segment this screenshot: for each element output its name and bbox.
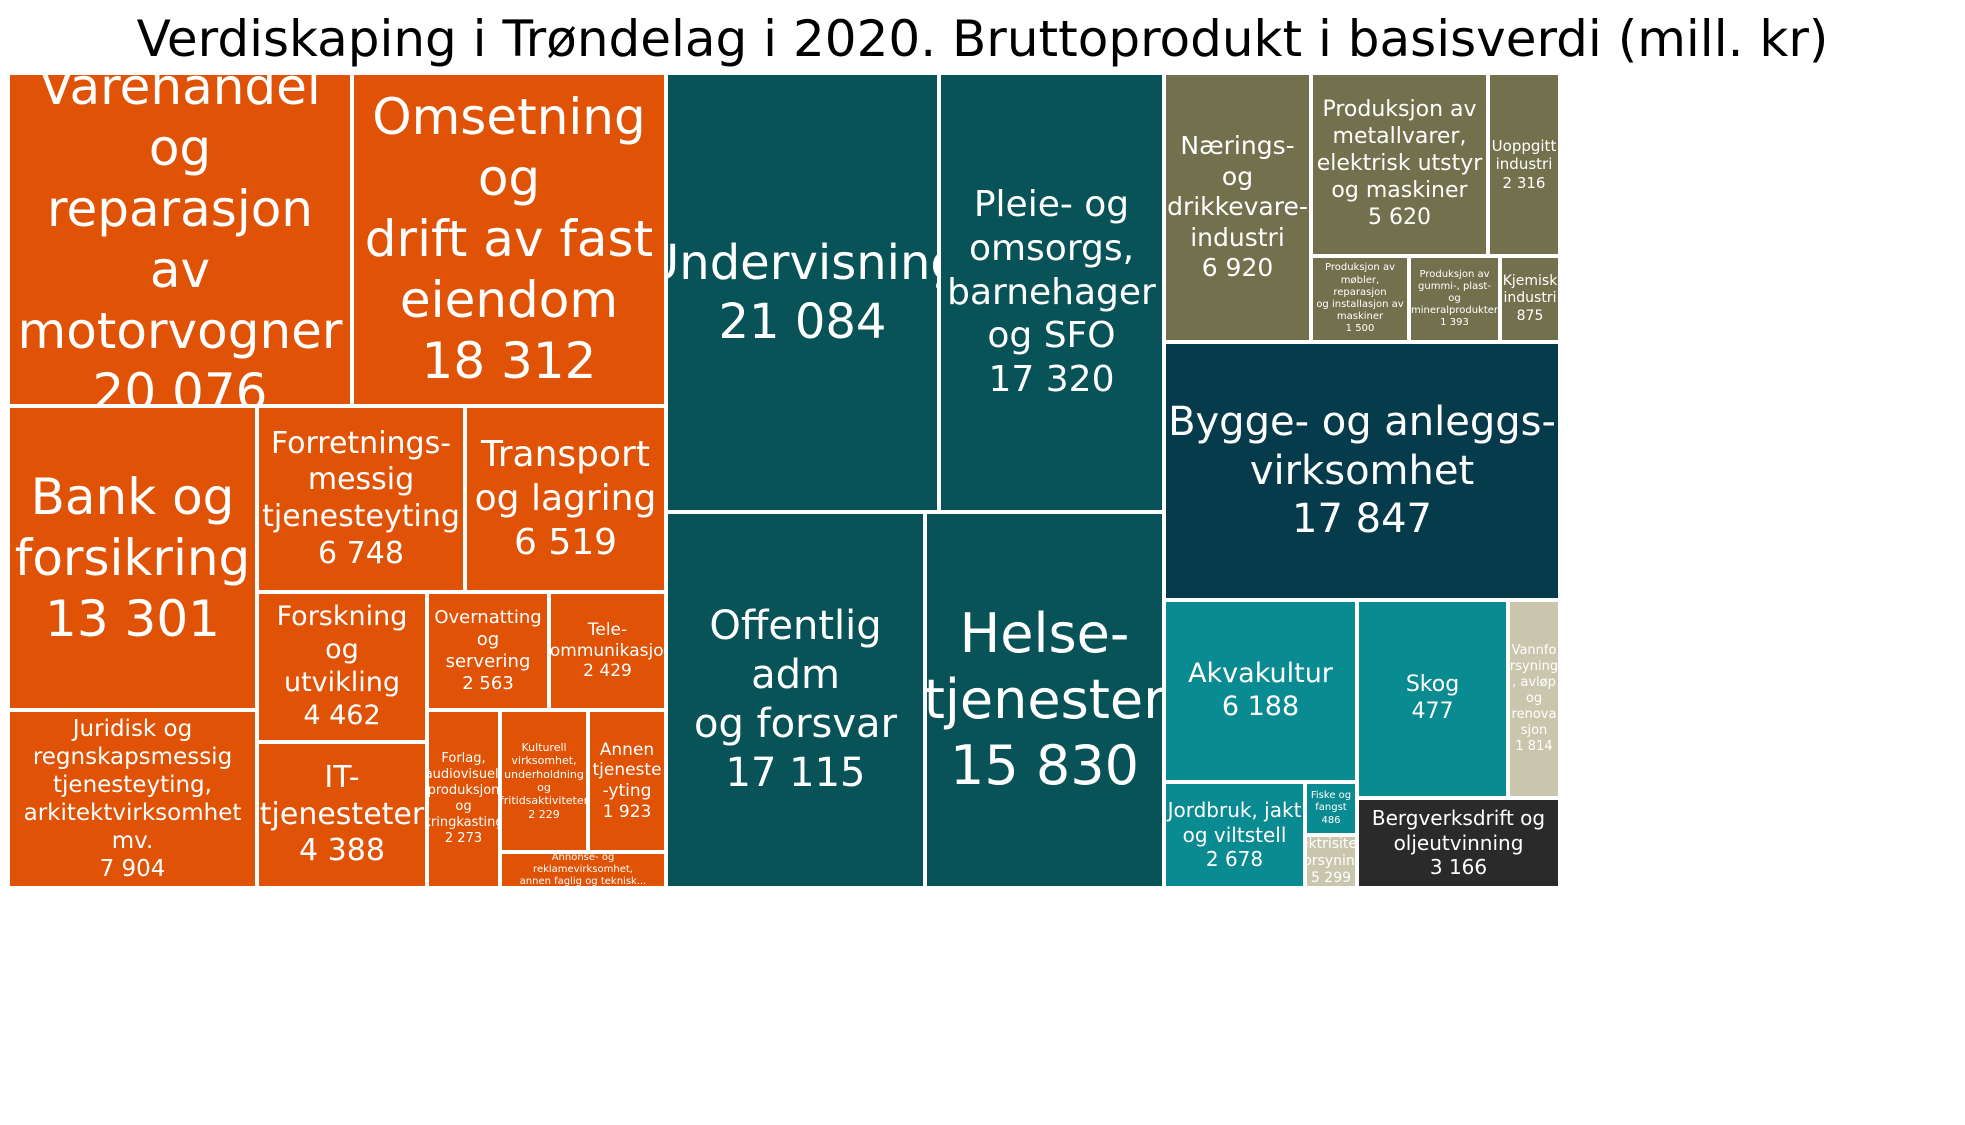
tile-label: Pleie- og omsorgs, barnehager og SFO bbox=[947, 183, 1156, 357]
treemap-tile-akvakultur: Akvakultur 6 188 bbox=[1164, 600, 1357, 782]
tile-value: 1 393 bbox=[1440, 317, 1469, 329]
treemap-tile-jordbruk-jakt-og-viltstell: Jordbruk, jakt og viltstell 2 678 bbox=[1164, 782, 1305, 888]
tile-label: Nærings- og drikkevare- industri bbox=[1167, 131, 1308, 252]
tile-label: Vannfo rsyning , avløp og renova sjon bbox=[1509, 643, 1559, 738]
tile-label: Kjemisk industri bbox=[1502, 273, 1558, 307]
tile-label: Undervisning bbox=[668, 234, 937, 291]
tile-label: Forretnings- messig tjenesteyting bbox=[262, 425, 460, 534]
tile-label: Uoppgitt industri bbox=[1491, 137, 1557, 174]
tile-label: Kulturell virksomhet, underholdning og f… bbox=[500, 740, 588, 808]
tile-value: 2 678 bbox=[1205, 847, 1264, 872]
treemap-tile-produksjon-av-gummi-plast-og-mineralprod: Produksjon av gummi-, plast- og mineralp… bbox=[1409, 256, 1500, 342]
tile-value: 13 301 bbox=[45, 589, 220, 648]
treemap-tile-kulturell-virksomhet-underholdning-og-fr: Kulturell virksomhet, underholdning og f… bbox=[500, 710, 588, 852]
tile-label: Omsetning og drift av fast eiendom bbox=[364, 88, 654, 329]
treemap-tile-pleie-og-omsorgs-barnehager-og-sfo: Pleie- og omsorgs, barnehager og SFO 17 3… bbox=[939, 73, 1164, 512]
tile-label: Bergverksdrift og oljeutvinning bbox=[1371, 806, 1546, 855]
treemap-tile-skog: Skog 477 bbox=[1357, 600, 1508, 798]
treemap-tile-bygge-og-anleggsvirksomhet: Bygge- og anleggs- virksomhet 17 847 bbox=[1164, 342, 1560, 600]
tile-label: Annonse- og reklamevirksomhet, annen fag… bbox=[519, 852, 647, 888]
treemap-tile-forretningsmessig-tjenesteyting: Forretnings- messig tjenesteyting 6 748 bbox=[257, 406, 465, 592]
treemap-tile-omsetning-og-drift-av-fast-eiendom: Omsetning og drift av fast eiendom 18 312 bbox=[352, 73, 666, 406]
tile-value: 17 847 bbox=[1292, 496, 1432, 543]
tile-label: Tele- kommunikasjon bbox=[549, 619, 664, 661]
tile-value: 1 814 bbox=[1515, 738, 1553, 754]
tile-value: 2 563 bbox=[462, 672, 514, 694]
tile-value: 18 312 bbox=[421, 332, 597, 390]
tile-label: Forskning og utvikling bbox=[276, 601, 408, 698]
tile-value: 2 273 bbox=[444, 830, 483, 846]
tile-label: Transport og lagring bbox=[474, 434, 657, 520]
tile-value: 875 bbox=[1516, 307, 1544, 324]
chart-title: Verdiskaping i Trøndelag i 2020. Bruttop… bbox=[136, 10, 1829, 68]
tile-value: 477 bbox=[1411, 699, 1454, 724]
tile-label: Annen tjeneste -yting bbox=[592, 739, 662, 801]
tile-value: 2 316 bbox=[1502, 173, 1546, 192]
tile-value: 4 388 bbox=[299, 833, 385, 869]
tile-label: Forlag, audiovisuell produksjon og kring… bbox=[427, 751, 500, 830]
treemap-tile-produksjon-av-m-bler-reparasjon-og-insta: Produksjon av møbler, reparasjon og inst… bbox=[1311, 256, 1409, 342]
tile-label: Akvakultur bbox=[1188, 658, 1333, 690]
tile-label: Produksjon av gummi-, plast- og mineralp… bbox=[1410, 268, 1499, 317]
tile-value: 17 320 bbox=[988, 359, 1115, 401]
tile-label: Jordbruk, jakt og viltstell bbox=[1167, 798, 1302, 847]
treemap-tile-undervisning: Undervisning21 084 bbox=[666, 73, 939, 512]
tile-value: 3 166 bbox=[1429, 855, 1488, 880]
tile-value: 2 229 bbox=[528, 807, 560, 821]
treemap-tile-bergverksdrift-og-oljeutvinning: Bergverksdrift og oljeutvinning 3 166 bbox=[1357, 798, 1560, 888]
tile-value: 486 bbox=[1321, 814, 1341, 826]
treemap-tile-bank-og-forsikring: Bank og forsikring 13 301 bbox=[8, 406, 257, 710]
treemap-tile-forskning-og-utvikling: Forskning og utvikling 4 462 bbox=[257, 592, 427, 742]
treemap-tile-offentlig-adm-og-forsvar: Offentlig adm og forsvar 17 115 bbox=[666, 512, 925, 888]
tile-value: 2 429 bbox=[583, 661, 632, 682]
tile-label: Bygge- og anleggs- virksomhet bbox=[1168, 398, 1556, 494]
tile-label: Helse- tjenester bbox=[925, 602, 1164, 732]
treemap-tile-n-rings-og-drikkevareindustri: Nærings- og drikkevare- industri 6 920 bbox=[1164, 73, 1311, 342]
tile-value: 15 830 bbox=[950, 733, 1139, 797]
tile-value: 4 462 bbox=[303, 699, 381, 731]
treemap-tile-produksjon-av-metallvarer-elektrisk-utst: Produksjon av metallvarer, elektrisk uts… bbox=[1311, 73, 1488, 256]
treemap-tile-annonse-og-reklamevirksomhet-annen-fagli: Annonse- og reklamevirksomhet, annen fag… bbox=[500, 852, 666, 888]
tile-label: Bank og forsikring bbox=[14, 467, 251, 587]
treemap-tile-overnatting-og-servering: Overnatting og servering 2 563 bbox=[427, 592, 549, 710]
tile-value: 17 115 bbox=[725, 749, 866, 796]
treemap-tile-forlag-audiovisuell-produksjon-og-kringk: Forlag, audiovisuell produksjon og kring… bbox=[427, 710, 500, 888]
treemap-tile-elektrisitetsforsyning: Elektrisitets- forsyning5 299 bbox=[1305, 835, 1357, 888]
treemap-tile-vannforsyning-avl-p-og-renovasjon: Vannfo rsyning , avløp og renova sjon 1 8… bbox=[1508, 600, 1560, 798]
treemap-tile-helsetjenester: Helse- tjenester 15 830 bbox=[925, 512, 1164, 888]
treemap-tile-transport-og-lagring: Transport og lagring 6 519 bbox=[465, 406, 666, 592]
tile-label: Fiske og fangst bbox=[1310, 790, 1352, 814]
tile-label: Varehandel og reparasjon av motorvogner bbox=[17, 73, 343, 360]
tile-label: Produksjon av møbler, reparasjon og inst… bbox=[1316, 262, 1404, 323]
treemap-tile-kjemisk-industri: Kjemisk industri 875 bbox=[1500, 256, 1560, 342]
tile-label: Overnatting og servering bbox=[434, 607, 542, 672]
tile-label: Offentlig adm og forsvar bbox=[693, 603, 898, 747]
tile-value: 6 188 bbox=[1221, 691, 1300, 722]
treemap-tile-varehandel-og-reparasjon-av-motorvogner: Varehandel og reparasjon av motorvogner 2… bbox=[8, 73, 352, 406]
treemap-tile-fiske-og-fangst: Fiske og fangst 486 bbox=[1305, 782, 1357, 835]
treemap-tile-telekommunikasjon: Tele- kommunikasjon2 429 bbox=[549, 592, 666, 710]
tile-label: Produksjon av metallvarer, elektrisk uts… bbox=[1316, 97, 1483, 203]
tile-label: IT- tjenesteter bbox=[259, 760, 425, 832]
treemap-tile-it-tjenesteter: IT- tjenesteter 4 388 bbox=[257, 742, 427, 888]
tile-value: 5 620 bbox=[1368, 204, 1431, 230]
treemap-tile-juridisk-og-regnskapsmessig-tjenesteytin: Juridisk og regnskapsmessig tjenesteytin… bbox=[8, 710, 257, 888]
tile-label: Skog bbox=[1405, 672, 1460, 698]
tile-value: 20 076 bbox=[92, 362, 268, 406]
treemap-tile-uoppgitt-industri: Uoppgitt industri 2 316 bbox=[1488, 73, 1560, 256]
tile-value: 5 299 bbox=[1310, 870, 1352, 887]
tile-value: 6 748 bbox=[318, 535, 404, 571]
tile-value: 6 920 bbox=[1201, 253, 1274, 283]
tile-value: 7 904 bbox=[99, 856, 166, 883]
tile-value: 6 519 bbox=[513, 521, 618, 563]
tile-value: 1 500 bbox=[1345, 323, 1375, 335]
tile-value: 21 084 bbox=[718, 293, 887, 350]
tile-label: Juridisk og regnskapsmessig tjenesteytin… bbox=[23, 715, 242, 855]
tile-value: 1 923 bbox=[602, 801, 652, 822]
treemap-tile-annen-tjenesteyting: Annen tjeneste -yting 1 923 bbox=[588, 710, 666, 852]
